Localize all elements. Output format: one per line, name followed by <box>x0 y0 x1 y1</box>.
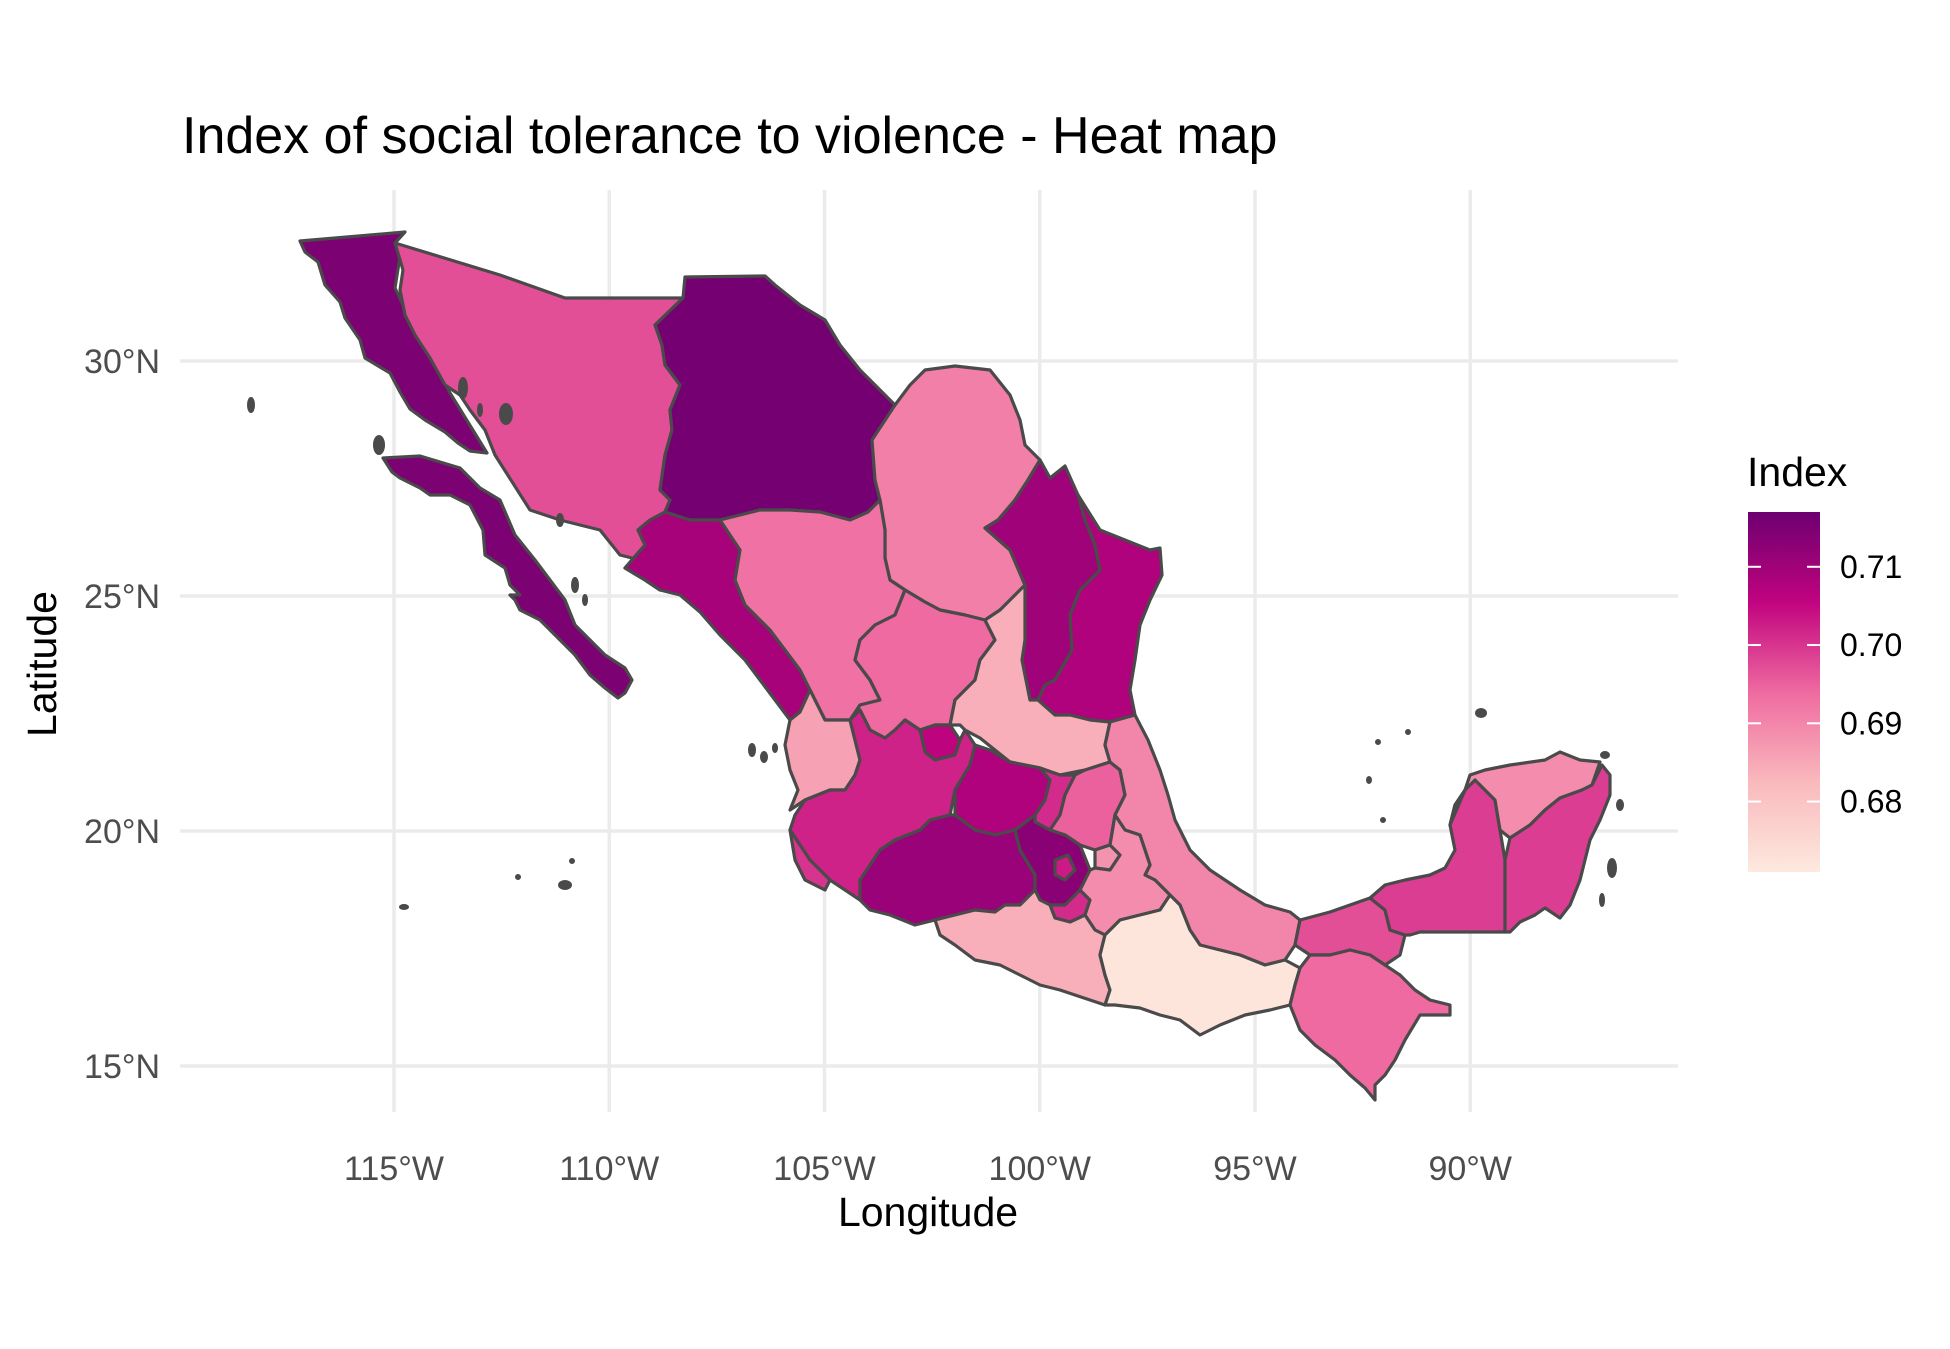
legend: Index 0.71 0.70 0.69 0.68 <box>1747 449 1902 872</box>
island-cedros <box>373 435 385 455</box>
x-axis-ticks: 115°W 110°W 105°W 100°W 95°W 90°W <box>344 1150 1512 1188</box>
island-triangulos <box>1375 739 1381 745</box>
island-san-benedicto <box>569 858 575 864</box>
island-roca-partida <box>515 874 521 880</box>
island-san-lorenzo <box>477 403 483 417</box>
y-axis-ticks: 30°N 25°N 20°N 15°N <box>84 343 160 1086</box>
mexico-states <box>298 230 1612 1102</box>
island-chinchorro <box>1599 893 1605 907</box>
legend-tick-label: 0.68 <box>1840 784 1902 820</box>
island-tiburon <box>499 403 513 425</box>
state-colima <box>788 828 832 892</box>
state-mexico-city <box>1053 853 1077 882</box>
map-title: Index of social tolerance to violence - … <box>182 107 1277 165</box>
legend-ticks: 0.71 0.70 0.69 0.68 <box>1748 549 1902 820</box>
x-tick-label: 105°W <box>773 1150 875 1188</box>
legend-tick-label: 0.69 <box>1840 705 1902 741</box>
state-coahuila <box>870 364 1042 622</box>
island-marias-1 <box>748 743 756 757</box>
island-angel-de-la-guarda <box>458 377 468 399</box>
x-tick-label: 95°W <box>1213 1150 1297 1188</box>
legend-title: Index <box>1747 449 1848 495</box>
state-quintana-roo <box>1503 763 1612 934</box>
island-cayo-arcas <box>1405 729 1411 735</box>
island-mujeres <box>1616 799 1624 811</box>
island-carmen <box>556 513 564 527</box>
island-guadalupe <box>247 397 255 413</box>
island-cayo-arenas <box>1380 817 1386 823</box>
state-chiapas <box>1288 948 1452 1102</box>
island-cozumel <box>1607 858 1617 878</box>
island-socorro <box>558 880 572 890</box>
island-marias-2 <box>760 751 768 763</box>
x-tick-label: 90°W <box>1428 1150 1512 1188</box>
islands <box>247 377 1624 910</box>
legend-colorbar <box>1748 512 1820 872</box>
x-axis-title: Longitude <box>838 1189 1018 1235</box>
island-marias-3 <box>772 743 778 753</box>
x-tick-label: 110°W <box>559 1150 659 1188</box>
y-tick-label: 30°N <box>84 343 160 381</box>
island-espiritu-santo <box>571 577 579 593</box>
state-baja-california <box>298 230 489 455</box>
island-arrecife-alacranes <box>1475 708 1487 718</box>
island-cerralvo <box>582 594 588 606</box>
state-baja-california-sur <box>381 454 634 700</box>
legend-tick-label: 0.70 <box>1840 627 1902 663</box>
y-tick-label: 20°N <box>84 813 160 851</box>
y-tick-label: 25°N <box>84 578 160 616</box>
x-tick-label: 100°W <box>989 1150 1091 1188</box>
island-arenas <box>1366 776 1372 784</box>
x-tick-label: 115°W <box>344 1150 444 1188</box>
island-clarion <box>399 904 409 910</box>
y-axis-title: Latitude <box>19 591 65 737</box>
legend-tick-label: 0.71 <box>1840 549 1902 585</box>
island-holbox <box>1600 751 1610 759</box>
y-tick-label: 15°N <box>84 1048 160 1086</box>
